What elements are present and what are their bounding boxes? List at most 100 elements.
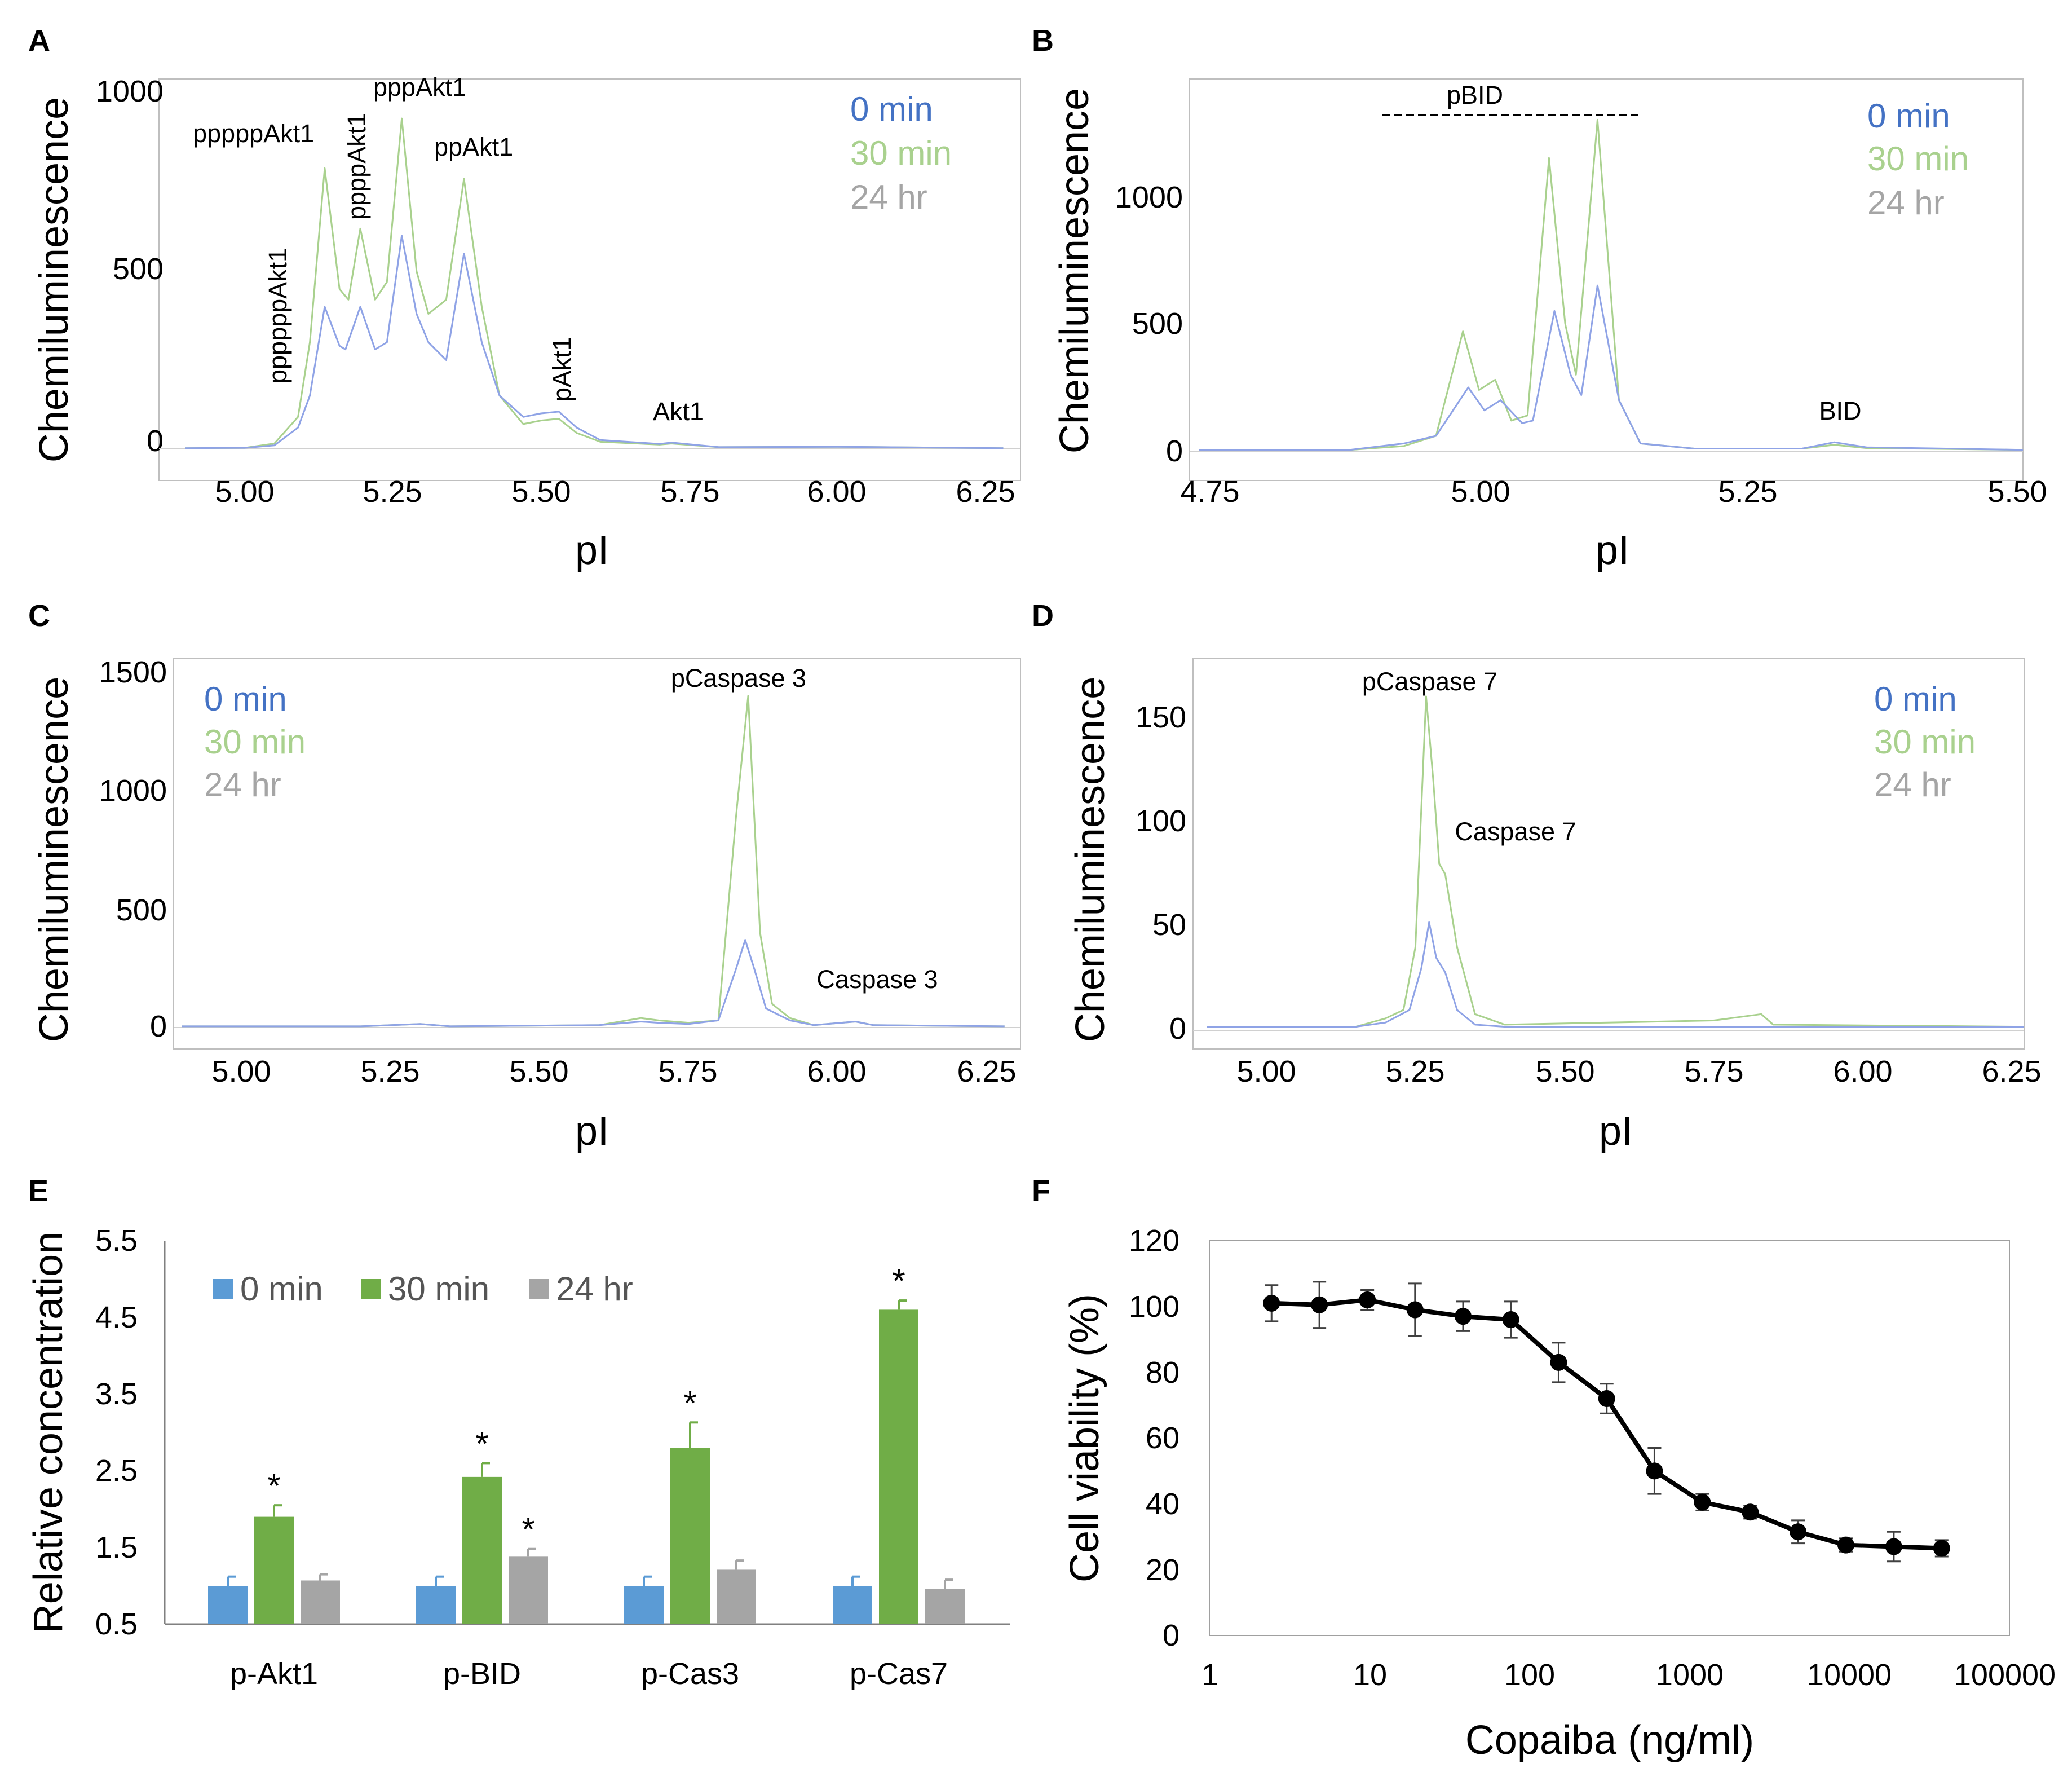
- bar-24hr: [301, 1580, 340, 1624]
- y-tick-label: 40: [1146, 1487, 1179, 1521]
- x-tick-label: 5.25: [360, 1055, 419, 1088]
- y-tick-label: 120: [1129, 1224, 1179, 1258]
- x-tick-label: 5.25: [1718, 475, 1777, 509]
- x-tick-label: 5.00: [211, 1055, 271, 1088]
- y-tick-labels-a: 0 500 1000: [96, 74, 164, 458]
- panel-d: D 0 50 100 150 5.00 5.25 5.50 5.75 6.00 …: [1032, 599, 2042, 1154]
- peak-label-ppppakt1: ppppAkt1: [342, 113, 371, 220]
- x-tick-labels-f: 1 10 100 1000 10000 100000: [1201, 1658, 2056, 1692]
- data-point: [1885, 1538, 1902, 1555]
- legend-a: 0 min 30 min 24 hr: [850, 90, 952, 216]
- bar-0min: [208, 1586, 248, 1624]
- legend-entry-0min: 0 min: [204, 680, 287, 718]
- bar-24hr: [717, 1569, 756, 1624]
- x-tick-label: 5.50: [511, 475, 571, 509]
- data-point: [1406, 1301, 1424, 1319]
- x-tick-label: 5.75: [658, 1055, 717, 1088]
- legend-entry-0min: 0 min: [1867, 97, 1950, 135]
- x-tick-labels-b: 4.75 5.00 5.25 5.50: [1180, 475, 2047, 509]
- panel-label-a: A: [28, 24, 50, 58]
- panel-label-e: E: [28, 1174, 48, 1208]
- y-axis-title-c: Chemiluminescence: [32, 677, 77, 1042]
- significance-marker: *: [522, 1511, 534, 1549]
- legend-entry-24hr: 24 hr: [850, 178, 927, 216]
- data-point: [1263, 1294, 1280, 1312]
- data-point: [1790, 1523, 1807, 1541]
- y-tick-label: 0: [1166, 434, 1183, 468]
- y-tick-label: 150: [1136, 700, 1186, 734]
- y-axis-title-b: Chemiluminescence: [1052, 88, 1097, 453]
- data-point: [1837, 1536, 1854, 1554]
- y-axis-title-f: Cell viability (%): [1062, 1294, 1107, 1582]
- bar-30min: [879, 1309, 918, 1624]
- plot-frame-b: [1189, 78, 2024, 481]
- legend-entry-0min: 0 min: [240, 1270, 323, 1308]
- legend-swatch-0min: [213, 1279, 233, 1299]
- category-label: p-Cas7: [850, 1657, 948, 1691]
- x-tick-label: 6.00: [1833, 1055, 1892, 1088]
- series-lines-b: [1190, 118, 2024, 452]
- panel-a: A 0 500 1000 5.00 5.25 5.50 5.75 6.00 6.…: [28, 24, 1021, 573]
- bar-0min: [833, 1586, 872, 1624]
- peak-label-pcaspase3: pCaspase 3: [671, 664, 806, 693]
- x-tick-label: 5.50: [509, 1055, 568, 1088]
- y-tick-label: 5.5: [95, 1224, 138, 1258]
- x-tick-label: 5.50: [1535, 1055, 1594, 1088]
- y-tick-labels-c: 0 500 1000 1500: [99, 655, 167, 1043]
- panel-label-d: D: [1032, 599, 1054, 633]
- category-label: p-Akt1: [230, 1657, 318, 1691]
- x-tick-label: 1: [1201, 1658, 1218, 1692]
- y-tick-label: 500: [1132, 307, 1183, 341]
- data-point: [1933, 1540, 1950, 1557]
- panel-c: C 0 500 1000 1500 5.00 5.25 5.50 5.75 6.…: [28, 599, 1021, 1154]
- panel-label-c: C: [28, 599, 50, 633]
- series-lines-c: [174, 695, 1020, 1028]
- legend-swatch-30min: [361, 1279, 381, 1299]
- peak-annotations-c: pCaspase 3 Caspase 3: [671, 664, 938, 994]
- x-axis-title-d: pI: [1599, 1109, 1633, 1154]
- y-tick-labels-b: 0 500 1000: [1115, 180, 1183, 468]
- y-axis-title-d: Chemiluminescence: [1068, 677, 1113, 1042]
- series-line-30min: [1207, 695, 2025, 1028]
- y-tick-label: 100: [1129, 1290, 1179, 1324]
- category-label: p-BID: [443, 1657, 521, 1691]
- x-tick-labels-e: p-Akt1 p-BID p-Cas3 p-Cas7: [230, 1657, 948, 1691]
- peak-label-pppakt1: pppAkt1: [373, 73, 466, 102]
- peak-annotations-a: pppppAkt1 ppppppAkt1 ppppAkt1 pppAkt1 pp…: [193, 73, 704, 426]
- panel-f: F 0 20 40 60 80 100 120 1 10 100 1000 10…: [1032, 1174, 2056, 1763]
- y-tick-label: 2.5: [95, 1454, 138, 1488]
- x-tick-label: 5.25: [1385, 1055, 1444, 1088]
- series-lines-a: [159, 117, 1020, 449]
- x-tick-label: 5.75: [660, 475, 719, 509]
- bar-30min: [254, 1516, 294, 1624]
- peak-label-ppakt1: ppAkt1: [434, 133, 513, 161]
- panel-label-f: F: [1032, 1174, 1050, 1208]
- y-tick-label: 80: [1146, 1356, 1179, 1390]
- y-tick-label: 1500: [99, 655, 167, 689]
- x-tick-label: 10: [1353, 1658, 1387, 1692]
- bar-series-e: * * * * *: [208, 1262, 965, 1624]
- data-point: [1311, 1296, 1328, 1313]
- y-tick-label: 500: [116, 893, 167, 927]
- y-tick-label: 60: [1146, 1421, 1179, 1455]
- x-tick-labels-d: 5.00 5.25 5.50 5.75 6.00 6.25: [1236, 1055, 2041, 1088]
- x-tick-label: 5.50: [1987, 475, 2047, 509]
- x-tick-label: 5.00: [1451, 475, 1510, 509]
- legend-entry-24hr: 24 hr: [1874, 766, 1951, 804]
- x-tick-label: 5.25: [363, 475, 422, 509]
- legend-entry-24hr: 24 hr: [1867, 184, 1945, 222]
- y-tick-labels-d: 0 50 100 150: [1136, 700, 1186, 1046]
- dose-response-curve-f: [1263, 1281, 1950, 1563]
- significance-marker: *: [267, 1467, 280, 1505]
- legend-c: 0 min 30 min 24 hr: [204, 680, 306, 804]
- x-tick-label: 4.75: [1180, 475, 1239, 509]
- legend-entry-30min: 30 min: [204, 723, 306, 761]
- series-line-30min: [185, 117, 1004, 449]
- y-tick-label: 1000: [99, 774, 167, 808]
- y-tick-labels-f: 0 20 40 60 80 100 120: [1129, 1224, 1179, 1652]
- x-tick-label: 5.00: [1236, 1055, 1296, 1088]
- y-tick-label: 100: [1136, 804, 1186, 838]
- data-point: [1646, 1462, 1663, 1480]
- x-axis-title-b: pI: [1596, 528, 1629, 573]
